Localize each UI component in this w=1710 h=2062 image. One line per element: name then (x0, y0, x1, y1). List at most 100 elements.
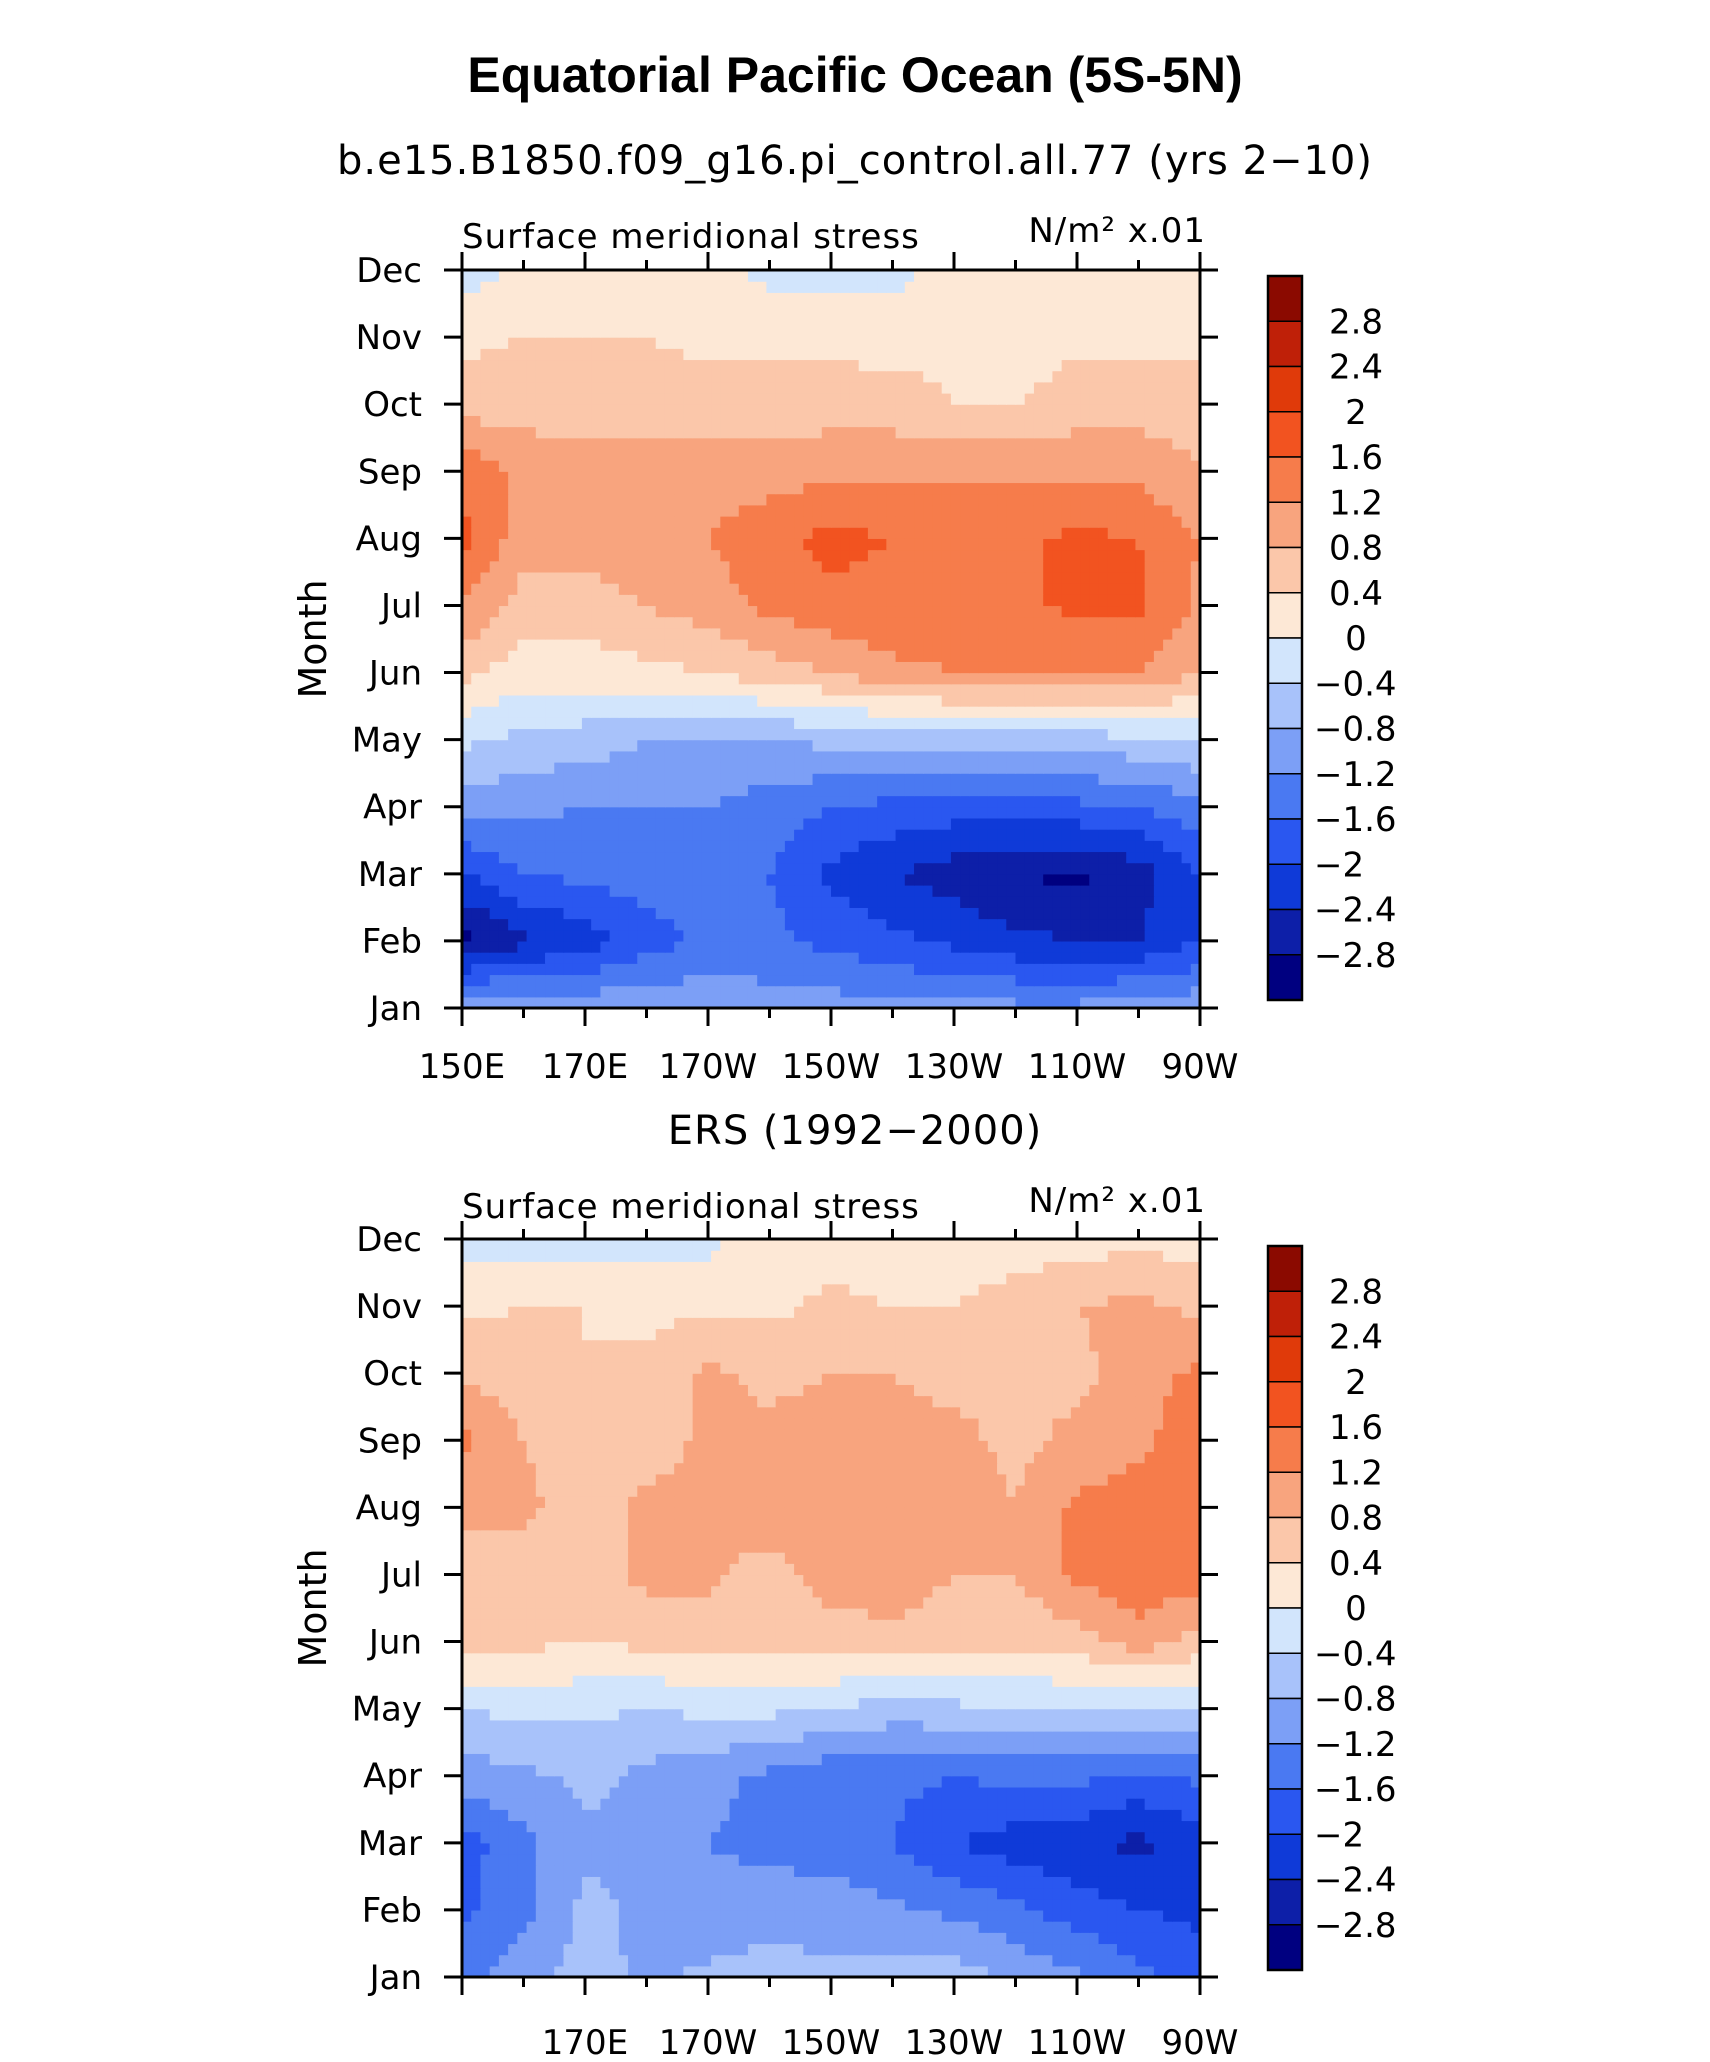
panel1-cell (950, 348, 961, 361)
panel1-cell (886, 594, 897, 607)
panel1-cell (1107, 817, 1118, 830)
panel1-cell (1006, 616, 1017, 629)
panel1-cell (1107, 940, 1118, 953)
panel1-cell (738, 840, 749, 853)
panel1-cell (932, 974, 943, 987)
panel1-cell (729, 627, 740, 640)
panel1-cell (508, 583, 518, 595)
panel1-cell (757, 493, 768, 506)
panel1-cell (581, 527, 592, 539)
panel1-cell (1052, 393, 1063, 405)
panel1-cell (563, 303, 574, 316)
panel1-cell (1070, 538, 1081, 551)
panel1-cell (646, 460, 657, 472)
panel1-cell (766, 817, 777, 830)
panel1-cell (858, 594, 869, 607)
panel1-cell (997, 415, 1007, 428)
panel1-cell (720, 404, 731, 416)
panel1-cell (720, 952, 731, 964)
panel1-cell (821, 325, 832, 338)
panel1-cell (1015, 817, 1026, 830)
panel1-cell (775, 974, 786, 987)
panel1-cell (923, 538, 934, 551)
panel1-cell (858, 527, 869, 539)
panel1-cell (471, 728, 482, 741)
panel1-cell (554, 694, 565, 707)
panel1-cell (895, 370, 906, 383)
panel1-cell (480, 437, 491, 450)
panel1-cell (831, 594, 841, 607)
panel1-cell (840, 571, 851, 584)
panel1-cell (1116, 560, 1127, 573)
panel1-cell (1080, 694, 1090, 707)
panel1-cell (480, 393, 491, 405)
panel1-cell (637, 739, 648, 752)
panel1-cell (803, 359, 814, 372)
panel1-cell (664, 862, 675, 875)
panel1-cell (812, 527, 823, 539)
panel1-cell (1144, 885, 1155, 897)
panel1-cell (747, 627, 758, 640)
panel1-cell (655, 437, 666, 450)
panel1-cell (1172, 762, 1183, 774)
panel1-cell (498, 650, 509, 662)
panel1-cell (987, 750, 998, 763)
panel1-cell (591, 996, 601, 1009)
panel1-cell (498, 885, 509, 897)
panel1-cell (1144, 829, 1155, 841)
panel1-cell (1033, 516, 1044, 528)
panel1-cell (877, 348, 887, 361)
panel1-cell (480, 348, 491, 361)
panel1-cell (895, 862, 906, 875)
panel1-cell (517, 750, 528, 763)
panel1-cell (923, 829, 934, 841)
panel1-cell (1135, 460, 1146, 472)
panel1-cell (535, 583, 546, 595)
panel1-cell (664, 549, 675, 562)
panel1-cell (978, 448, 989, 461)
panel1-cell (508, 918, 518, 931)
panel1-cell (462, 739, 472, 752)
panel1-cell (711, 728, 721, 741)
panel1-cell (508, 974, 518, 987)
panel1-cell (895, 963, 906, 976)
panel1-cell (720, 784, 731, 797)
panel1-cell (747, 806, 758, 819)
panel1-cell (1043, 616, 1053, 629)
panel1-cell (950, 795, 961, 808)
panel1-cell (794, 795, 804, 808)
panel1-cell (914, 516, 924, 528)
panel1-cell (831, 918, 841, 931)
panel1-cell (997, 974, 1007, 987)
panel1-cell (941, 918, 952, 931)
panel1-cell (840, 728, 851, 741)
panel1-cell (1052, 907, 1063, 920)
panel1-cell (738, 493, 749, 506)
panel1-cell (581, 773, 592, 785)
panel1-cell (489, 650, 500, 662)
panel1-cell (526, 616, 537, 629)
panel1-cell (683, 627, 694, 640)
panel1-cell (581, 404, 592, 416)
panel1-cell (821, 482, 832, 495)
panel1-cell (1024, 661, 1035, 674)
panel1-cell (895, 996, 906, 1009)
panel1-cell (591, 672, 601, 685)
panel1-cell (637, 952, 648, 964)
panel1-cell (904, 571, 915, 584)
panel1-cell (591, 437, 601, 450)
panel1-cell (858, 717, 869, 730)
panel1-cell (775, 605, 786, 618)
panel1-cell (978, 851, 989, 864)
panel1-cell (655, 516, 666, 528)
panel1-cell (950, 370, 961, 383)
panel1-cell (489, 885, 500, 897)
panel1-cell (1181, 627, 1192, 640)
panel1-cell (978, 348, 989, 361)
panel1-cell (1107, 583, 1118, 595)
panel1-cell (812, 672, 823, 685)
panel1-cell (1015, 885, 1026, 897)
panel1-cell (1061, 694, 1072, 707)
panel1-cell (1052, 448, 1063, 461)
panel1-cell (978, 952, 989, 964)
